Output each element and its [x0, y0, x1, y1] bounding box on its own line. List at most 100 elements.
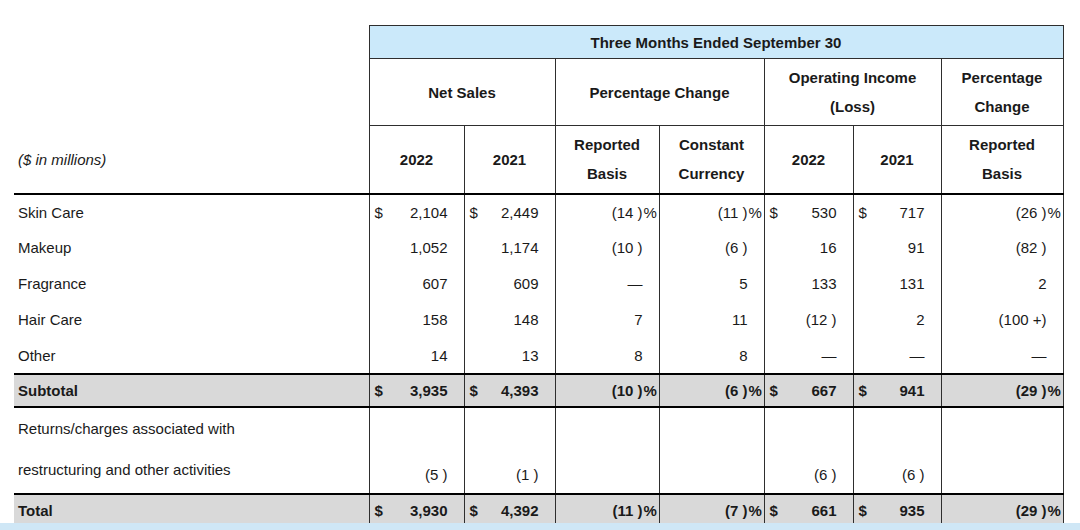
cell-pct-change-reported-basis: (82 ) — [941, 230, 1063, 266]
subheader-2021: 2021 — [464, 126, 555, 194]
cell-pct-change-reported-basis — [941, 407, 1063, 494]
subheader-reported-basis-2: Reported Basis — [941, 126, 1063, 194]
cell-pct-constant-currency: 5 — [659, 266, 764, 302]
row-label-cell: Total — [14, 494, 369, 527]
percent-sign: % — [1047, 502, 1063, 519]
span-header: Three Months Ended September 30 — [369, 26, 1063, 59]
cell-value: 158 — [375, 311, 448, 328]
cell-value: 2 — [947, 275, 1047, 292]
cell-value: — — [859, 347, 925, 364]
table-row: Total $3,930 $4,392 (11 )% (7 )% $661 $9… — [14, 494, 1063, 527]
row-label: Makeup — [14, 230, 369, 266]
cell-value: — — [947, 347, 1047, 364]
row-label: Skin Care — [14, 195, 369, 230]
table-row: Skin Care $2,104 $2,449 (14 )% (11 )% $5… — [14, 194, 1063, 230]
cell-value: 4,393 — [478, 382, 539, 399]
dollar-sign: $ — [470, 502, 478, 519]
cell-value: 2,104 — [383, 204, 448, 221]
row-label-cell: Skin Care — [14, 194, 369, 230]
cell-value: (5 ) — [375, 466, 448, 483]
cell-value: 941 — [867, 382, 925, 399]
cell-pct-constant-currency: 11 — [659, 302, 764, 338]
cell-value: 8 — [665, 347, 748, 364]
row-label-cell: Returns/charges associated with restruct… — [14, 407, 369, 494]
cell-pct-constant-currency: (6 ) — [659, 230, 764, 266]
table-row: Returns/charges associated with restruct… — [14, 407, 1063, 494]
cell-value: 3,930 — [383, 502, 448, 519]
cell-pct-change-reported-basis: (26 )% — [941, 194, 1063, 230]
group-net-sales: Net Sales — [369, 59, 555, 126]
group-label: Operating Income (Loss) — [787, 63, 919, 121]
percent-sign: % — [748, 502, 764, 519]
cell-value: 4,392 — [478, 502, 539, 519]
cell-net-sales-2021: 1,174 — [464, 230, 555, 266]
cell-pct-constant-currency: (7 )% — [659, 494, 764, 527]
cell-operating-income-2022: $667 — [764, 374, 853, 407]
percent-sign: % — [643, 204, 659, 221]
cell-pct-change-reported-basis: (29 )% — [941, 494, 1063, 527]
cell-value: 661 — [778, 502, 837, 519]
cell-value: 667 — [778, 382, 837, 399]
table-row: Hair Care 158 148 7 11 (12 ) 2 (100 +) — [14, 302, 1063, 338]
cell-value: (10 ) — [561, 382, 643, 399]
group-label: Percentage Change — [556, 78, 764, 107]
row-label-cell: Other — [14, 338, 369, 374]
cell-value: 2,449 — [478, 204, 539, 221]
cell-value: 11 — [665, 311, 748, 328]
cell-operating-income-2021: 2 — [853, 302, 941, 338]
cell-net-sales-2021: 609 — [464, 266, 555, 302]
subheader-2022: 2022 — [369, 126, 464, 194]
cell-value: 16 — [770, 239, 837, 256]
financial-table: Three Months Ended September 30 Net Sale… — [14, 25, 1064, 528]
cell-value: (100 +) — [947, 311, 1047, 328]
percent-sign: % — [643, 502, 659, 519]
cell-operating-income-2022: — — [764, 338, 853, 374]
group-percentage-change: Percentage Change — [555, 59, 764, 126]
cell-operating-income-2021: 91 — [853, 230, 941, 266]
row-label: Other — [14, 338, 369, 373]
cell-value: (29 ) — [947, 502, 1047, 519]
cell-pct-change-reported-basis: — — [941, 338, 1063, 374]
group-label: Net Sales — [370, 78, 555, 107]
group-header-row: Net Sales Percentage Change Operating In… — [14, 59, 1063, 126]
cell-pct-constant-currency: 8 — [659, 338, 764, 374]
cell-value: 133 — [770, 275, 837, 292]
cell-pct-constant-currency: (6 )% — [659, 374, 764, 407]
cell-value: 13 — [470, 347, 539, 364]
group-operating-income: Operating Income (Loss) — [764, 59, 941, 126]
cell-value: (26 ) — [947, 204, 1047, 221]
cell-value: 2 — [859, 311, 925, 328]
cell-value: 131 — [859, 275, 925, 292]
cell-operating-income-2022: (6 ) — [764, 407, 853, 494]
table-row: Fragrance 607 609 — 5 133 131 2 — [14, 266, 1063, 302]
cell-operating-income-2021: $941 — [853, 374, 941, 407]
cell-value: (6 ) — [770, 466, 837, 483]
cell-operating-income-2022: 133 — [764, 266, 853, 302]
cell-value: 609 — [470, 275, 539, 292]
cell-pct-reported-basis: 7 — [555, 302, 659, 338]
cell-pct-reported-basis — [555, 407, 659, 494]
cell-value: 148 — [470, 311, 539, 328]
row-label: Hair Care — [14, 302, 369, 338]
dollar-sign: $ — [770, 382, 778, 399]
dollar-sign: $ — [859, 382, 867, 399]
dollar-sign: $ — [470, 382, 478, 399]
cell-operating-income-2022: (12 ) — [764, 302, 853, 338]
cell-value: 1,052 — [375, 239, 448, 256]
row-label-cell: Hair Care — [14, 302, 369, 338]
dollar-sign: $ — [859, 502, 867, 519]
header-spacer — [14, 59, 369, 126]
cell-net-sales-2022: $3,930 — [369, 494, 464, 527]
sub-header-row: ($ in millions) 2022 2021 Reported Basis… — [14, 126, 1063, 194]
table-row: Makeup 1,052 1,174 (10 ) (6 ) 16 91 (82 … — [14, 230, 1063, 266]
table-header: Three Months Ended September 30 Net Sale… — [14, 26, 1063, 194]
cell-value: (7 ) — [665, 502, 748, 519]
cell-operating-income-2021: $935 — [853, 494, 941, 527]
cell-value: 91 — [859, 239, 925, 256]
dollar-sign: $ — [470, 204, 478, 221]
percent-sign: % — [748, 204, 764, 221]
cell-pct-reported-basis: (14 )% — [555, 194, 659, 230]
subheader-constant-currency: Constant Currency — [659, 126, 764, 194]
cell-pct-reported-basis: — — [555, 266, 659, 302]
dollar-sign: $ — [375, 502, 383, 519]
